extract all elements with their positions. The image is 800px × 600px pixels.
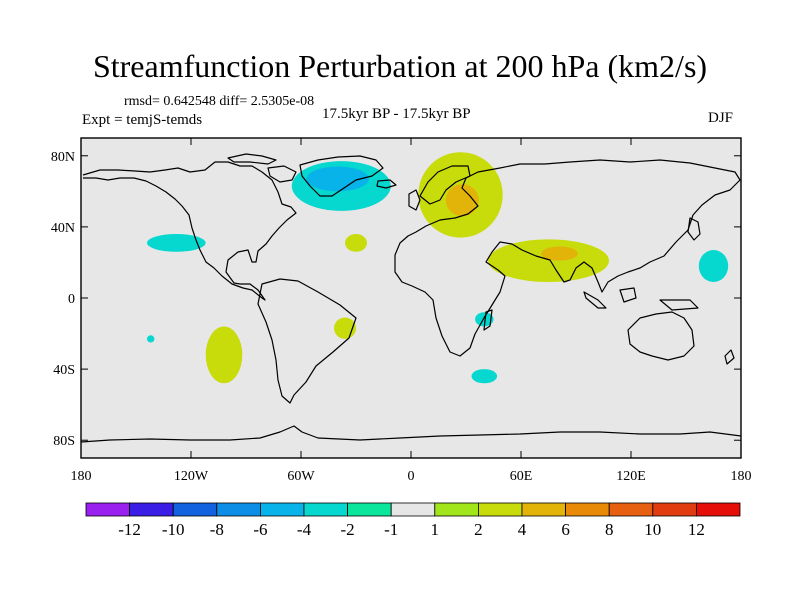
coast-antarctica — [81, 425, 741, 443]
colorbar-label: 8 — [605, 520, 614, 539]
coast-madagascar — [483, 309, 493, 331]
x-tick-label: 120E — [616, 469, 646, 484]
x-tick-label: 180 — [71, 469, 92, 484]
coast-baffin — [267, 165, 297, 183]
y-tick-label: 0 — [68, 292, 75, 307]
colorbar-label: 2 — [474, 520, 483, 539]
y-tick-label: 80S — [53, 434, 75, 449]
colorbar-swatch — [85, 502, 130, 517]
anomaly-blob — [147, 335, 155, 343]
colorbar-label: -2 — [341, 520, 355, 539]
colorbar: -12 -10 -8 -6 -4 -2 -1 1 2 4 6 8 10 12 — [85, 502, 741, 539]
coast-new-guinea — [659, 299, 699, 311]
x-tick-label: 60E — [510, 469, 533, 484]
colorbar-label: -4 — [297, 520, 312, 539]
colorbar-swatch — [521, 502, 566, 517]
colorbar-label: -6 — [253, 520, 267, 539]
season-label: DJF — [708, 110, 734, 126]
colorbar-label: 12 — [688, 520, 705, 539]
colorbar-swatch — [303, 502, 348, 517]
colorbar-label: 1 — [431, 520, 440, 539]
colorbar-swatch — [347, 502, 392, 517]
x-tick-label: 0 — [408, 469, 415, 484]
anomaly-blob — [445, 184, 479, 217]
anomaly-blob — [698, 250, 729, 282]
colorbar-swatch — [652, 502, 697, 517]
y-tick-label: 40N — [51, 221, 75, 236]
colorbar-label: 10 — [644, 520, 661, 539]
anomaly-blob — [306, 166, 369, 192]
coast-new-zealand — [724, 349, 735, 365]
period-label: 17.5kyr BP - 17.5kyr BP — [322, 106, 471, 122]
coast-japan — [687, 217, 701, 241]
y-tick-label: 40S — [53, 363, 75, 378]
colorbar-label: 4 — [518, 520, 527, 539]
coast-iceland — [376, 179, 397, 189]
coast-arctic-islands — [227, 153, 277, 165]
anomaly-blob — [488, 239, 609, 282]
coast-north-america — [82, 161, 297, 301]
coastline-layer — [81, 153, 741, 443]
anomaly-layer — [147, 152, 729, 384]
colorbar-label: -1 — [384, 520, 398, 539]
colorbar-label: -8 — [210, 520, 224, 539]
x-tick-label: 60W — [287, 469, 315, 484]
coast-australia — [627, 311, 695, 361]
colorbar-swatch — [216, 502, 261, 517]
colorbar-swatch — [172, 502, 218, 517]
anomaly-blob — [345, 234, 367, 252]
colorbar-swatch — [390, 502, 436, 517]
anomaly-blob — [471, 369, 498, 384]
anomaly-blob — [205, 326, 243, 384]
coast-sumatra — [583, 291, 607, 309]
coast-britain — [408, 189, 421, 211]
colorbar-swatch — [696, 502, 741, 517]
coast-scandinavia — [419, 165, 471, 205]
colorbar-swatch — [477, 502, 523, 517]
axes-layer: 180 120W 60W 0 60E 120E 180 80N 40N 0 40S 80S — [51, 138, 752, 484]
x-tick-label: 120W — [174, 469, 209, 484]
colorbar-label: -12 — [118, 520, 141, 539]
colorbar-swatch — [434, 502, 479, 517]
anomaly-blob — [147, 234, 206, 252]
colorbar-swatch — [608, 502, 654, 517]
colorbar-swatch — [565, 502, 610, 517]
colorbar-label: -10 — [162, 520, 185, 539]
chart-title: Streamfunction Perturbation at 200 hPa (… — [92, 48, 708, 84]
x-tick-label: 180 — [731, 469, 752, 484]
coast-south-america — [257, 278, 357, 404]
y-tick-label: 80N — [51, 150, 75, 165]
coast-greenland — [299, 155, 384, 197]
coast-borneo — [619, 287, 637, 303]
stats-line: rmsd= 0.642548 diff= 2.5305e-08 — [124, 94, 315, 109]
experiment-label: Expt = temjS-temds — [82, 112, 203, 128]
anomaly-blob — [475, 312, 494, 327]
colorbar-label: 6 — [561, 520, 570, 539]
colorbar-swatch — [259, 502, 305, 517]
anomaly-blob — [541, 246, 578, 261]
map-background — [81, 138, 741, 458]
colorbar-swatch — [129, 502, 174, 517]
